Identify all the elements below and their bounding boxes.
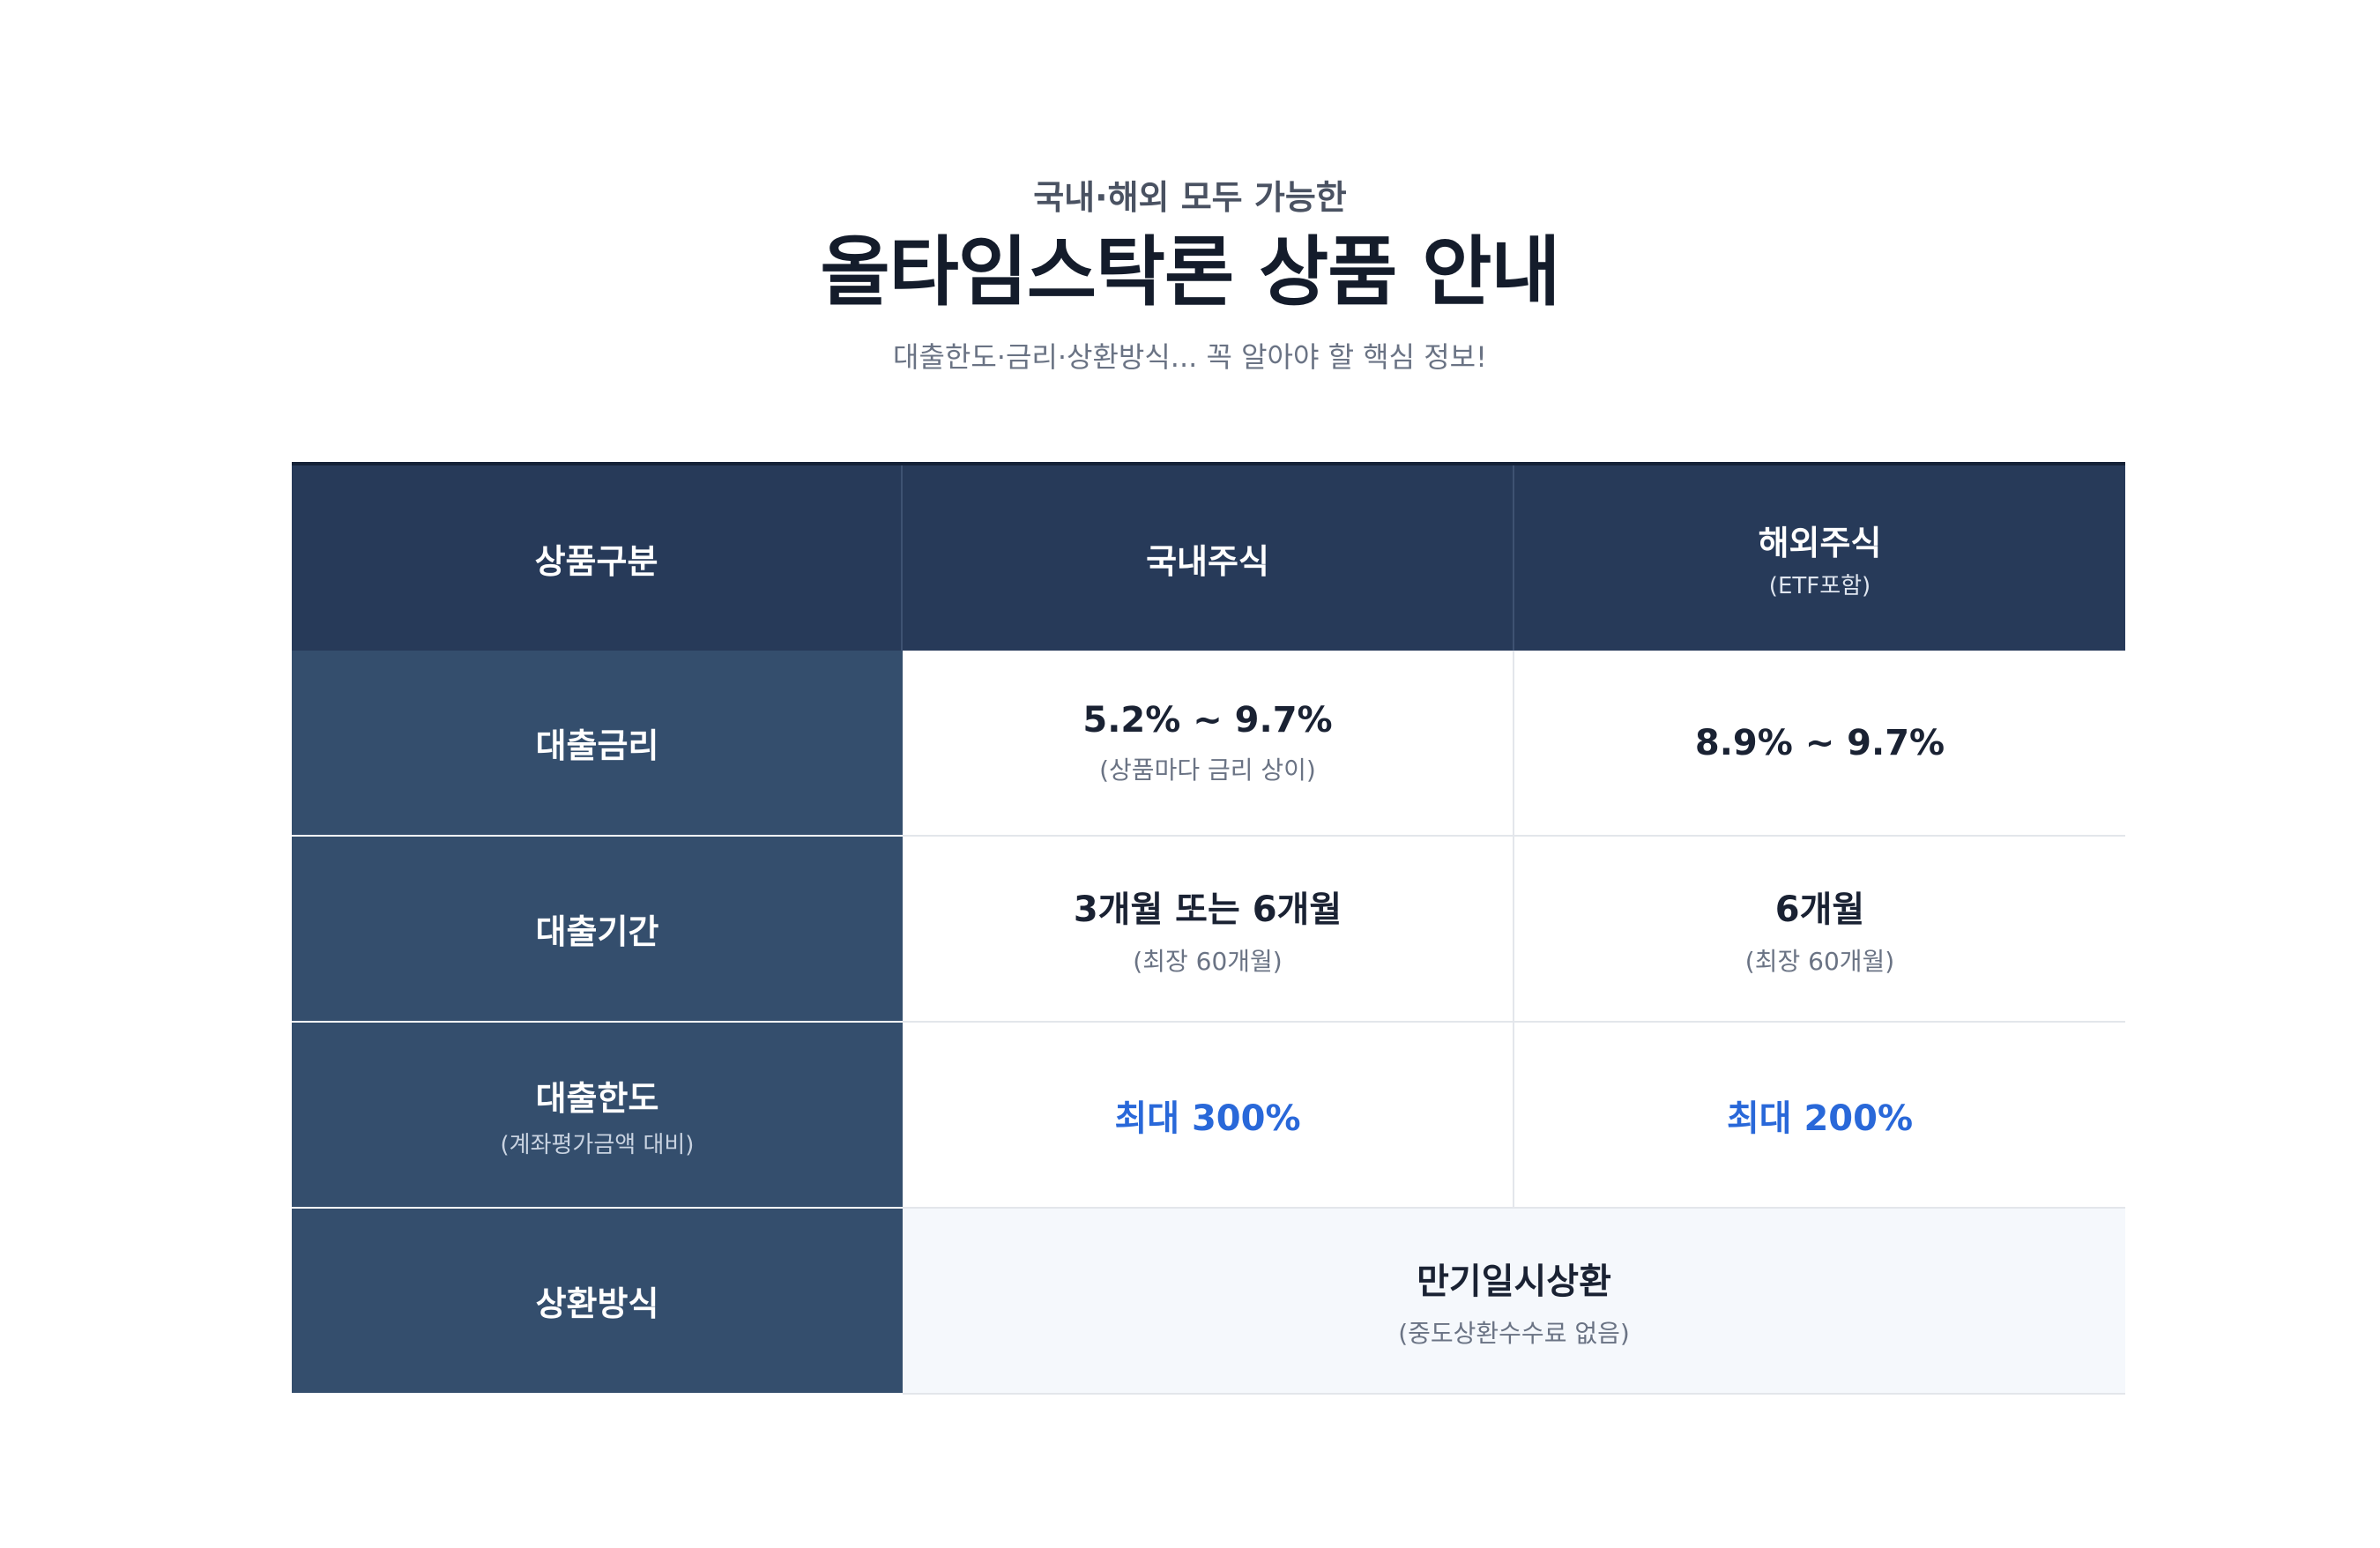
- cell-rate-domestic: 5.2% ~ 9.7% (상품마다 금리 상이): [903, 651, 1514, 835]
- row-label-term: 대출기간: [292, 837, 903, 1023]
- term-overseas-value: 6개월: [1774, 889, 1865, 930]
- cell-term-domestic: 3개월 또는 6개월 (최장 60개월): [903, 837, 1514, 1021]
- row-label-rate: 대출금리: [292, 651, 903, 837]
- column-header-overseas: 해외주식 (ETF포함): [1514, 465, 2125, 651]
- column-header-domestic-label: 국내주식: [1146, 541, 1269, 581]
- repayment-note: (중도상환수수료 없음): [1398, 1318, 1630, 1348]
- repayment-value: 만기일시상환: [1417, 1261, 1611, 1302]
- row-label-limit-text: 대출한도: [535, 1078, 659, 1118]
- page-subtitle: 대출한도·금리·상환방식... 꼭 알아야 할 핵심 정보!: [893, 340, 1487, 374]
- term-domestic-value: 3개월 또는 6개월: [1073, 889, 1342, 930]
- product-info-table: 상품구분 국내주식 해외주식 (ETF포함) 대출금리 5.2% ~ 9.7% …: [292, 462, 2125, 1395]
- table-row-rate: 대출금리 5.2% ~ 9.7% (상품마다 금리 상이) 8.9% ~ 9.7…: [292, 651, 2125, 837]
- cell-term-overseas: 6개월 (최장 60개월): [1514, 837, 2125, 1021]
- table-header-row: 상품구분 국내주식 해외주식 (ETF포함): [292, 465, 2125, 651]
- column-header-category-label: 상품구분: [534, 541, 658, 581]
- page-title: 올타임스탁론 상품 안내: [820, 228, 1560, 316]
- row-label-limit: 대출한도 (계좌평가금액 대비): [292, 1023, 903, 1209]
- column-header-overseas-label: 해외주식: [1758, 524, 1882, 562]
- column-header-overseas-note: (ETF포함): [1768, 573, 1871, 599]
- cell-limit-overseas: 최대 200%: [1514, 1023, 2125, 1207]
- row-label-rate-text: 대출금리: [535, 726, 659, 765]
- column-header-category: 상품구분: [292, 465, 903, 651]
- row-label-term-text: 대출기간: [535, 912, 659, 951]
- table-row-repayment: 상환방식 만기일시상환 (중도상환수수료 없음): [292, 1209, 2125, 1395]
- row-label-limit-note: (계좌평가금액 대비): [500, 1131, 695, 1158]
- limit-domestic-value: 최대 300%: [1114, 1098, 1301, 1139]
- table-row-term: 대출기간 3개월 또는 6개월 (최장 60개월) 6개월 (최장 60개월): [292, 837, 2125, 1023]
- rate-domestic-note: (상품마다 금리 상이): [1099, 755, 1316, 785]
- eyebrow-text: 국내·해외 모두 가능한: [1033, 178, 1347, 217]
- rate-domestic-value: 5.2% ~ 9.7%: [1082, 699, 1333, 741]
- row-label-repayment: 상환방식: [292, 1209, 903, 1395]
- term-overseas-note: (최장 60개월): [1744, 946, 1895, 976]
- row-label-repayment-text: 상환방식: [535, 1284, 659, 1323]
- cell-rate-overseas: 8.9% ~ 9.7%: [1514, 651, 2125, 835]
- table-row-limit: 대출한도 (계좌평가금액 대비) 최대 300% 최대 200%: [292, 1023, 2125, 1209]
- cell-limit-domestic: 최대 300%: [903, 1023, 1514, 1207]
- limit-overseas-value: 최대 200%: [1726, 1098, 1914, 1139]
- column-header-domestic: 국내주식: [903, 465, 1514, 651]
- term-domestic-note: (최장 60개월): [1133, 946, 1283, 976]
- rate-overseas-value: 8.9% ~ 9.7%: [1694, 722, 1945, 763]
- cell-repayment-value: 만기일시상환 (중도상환수수료 없음): [903, 1209, 2125, 1393]
